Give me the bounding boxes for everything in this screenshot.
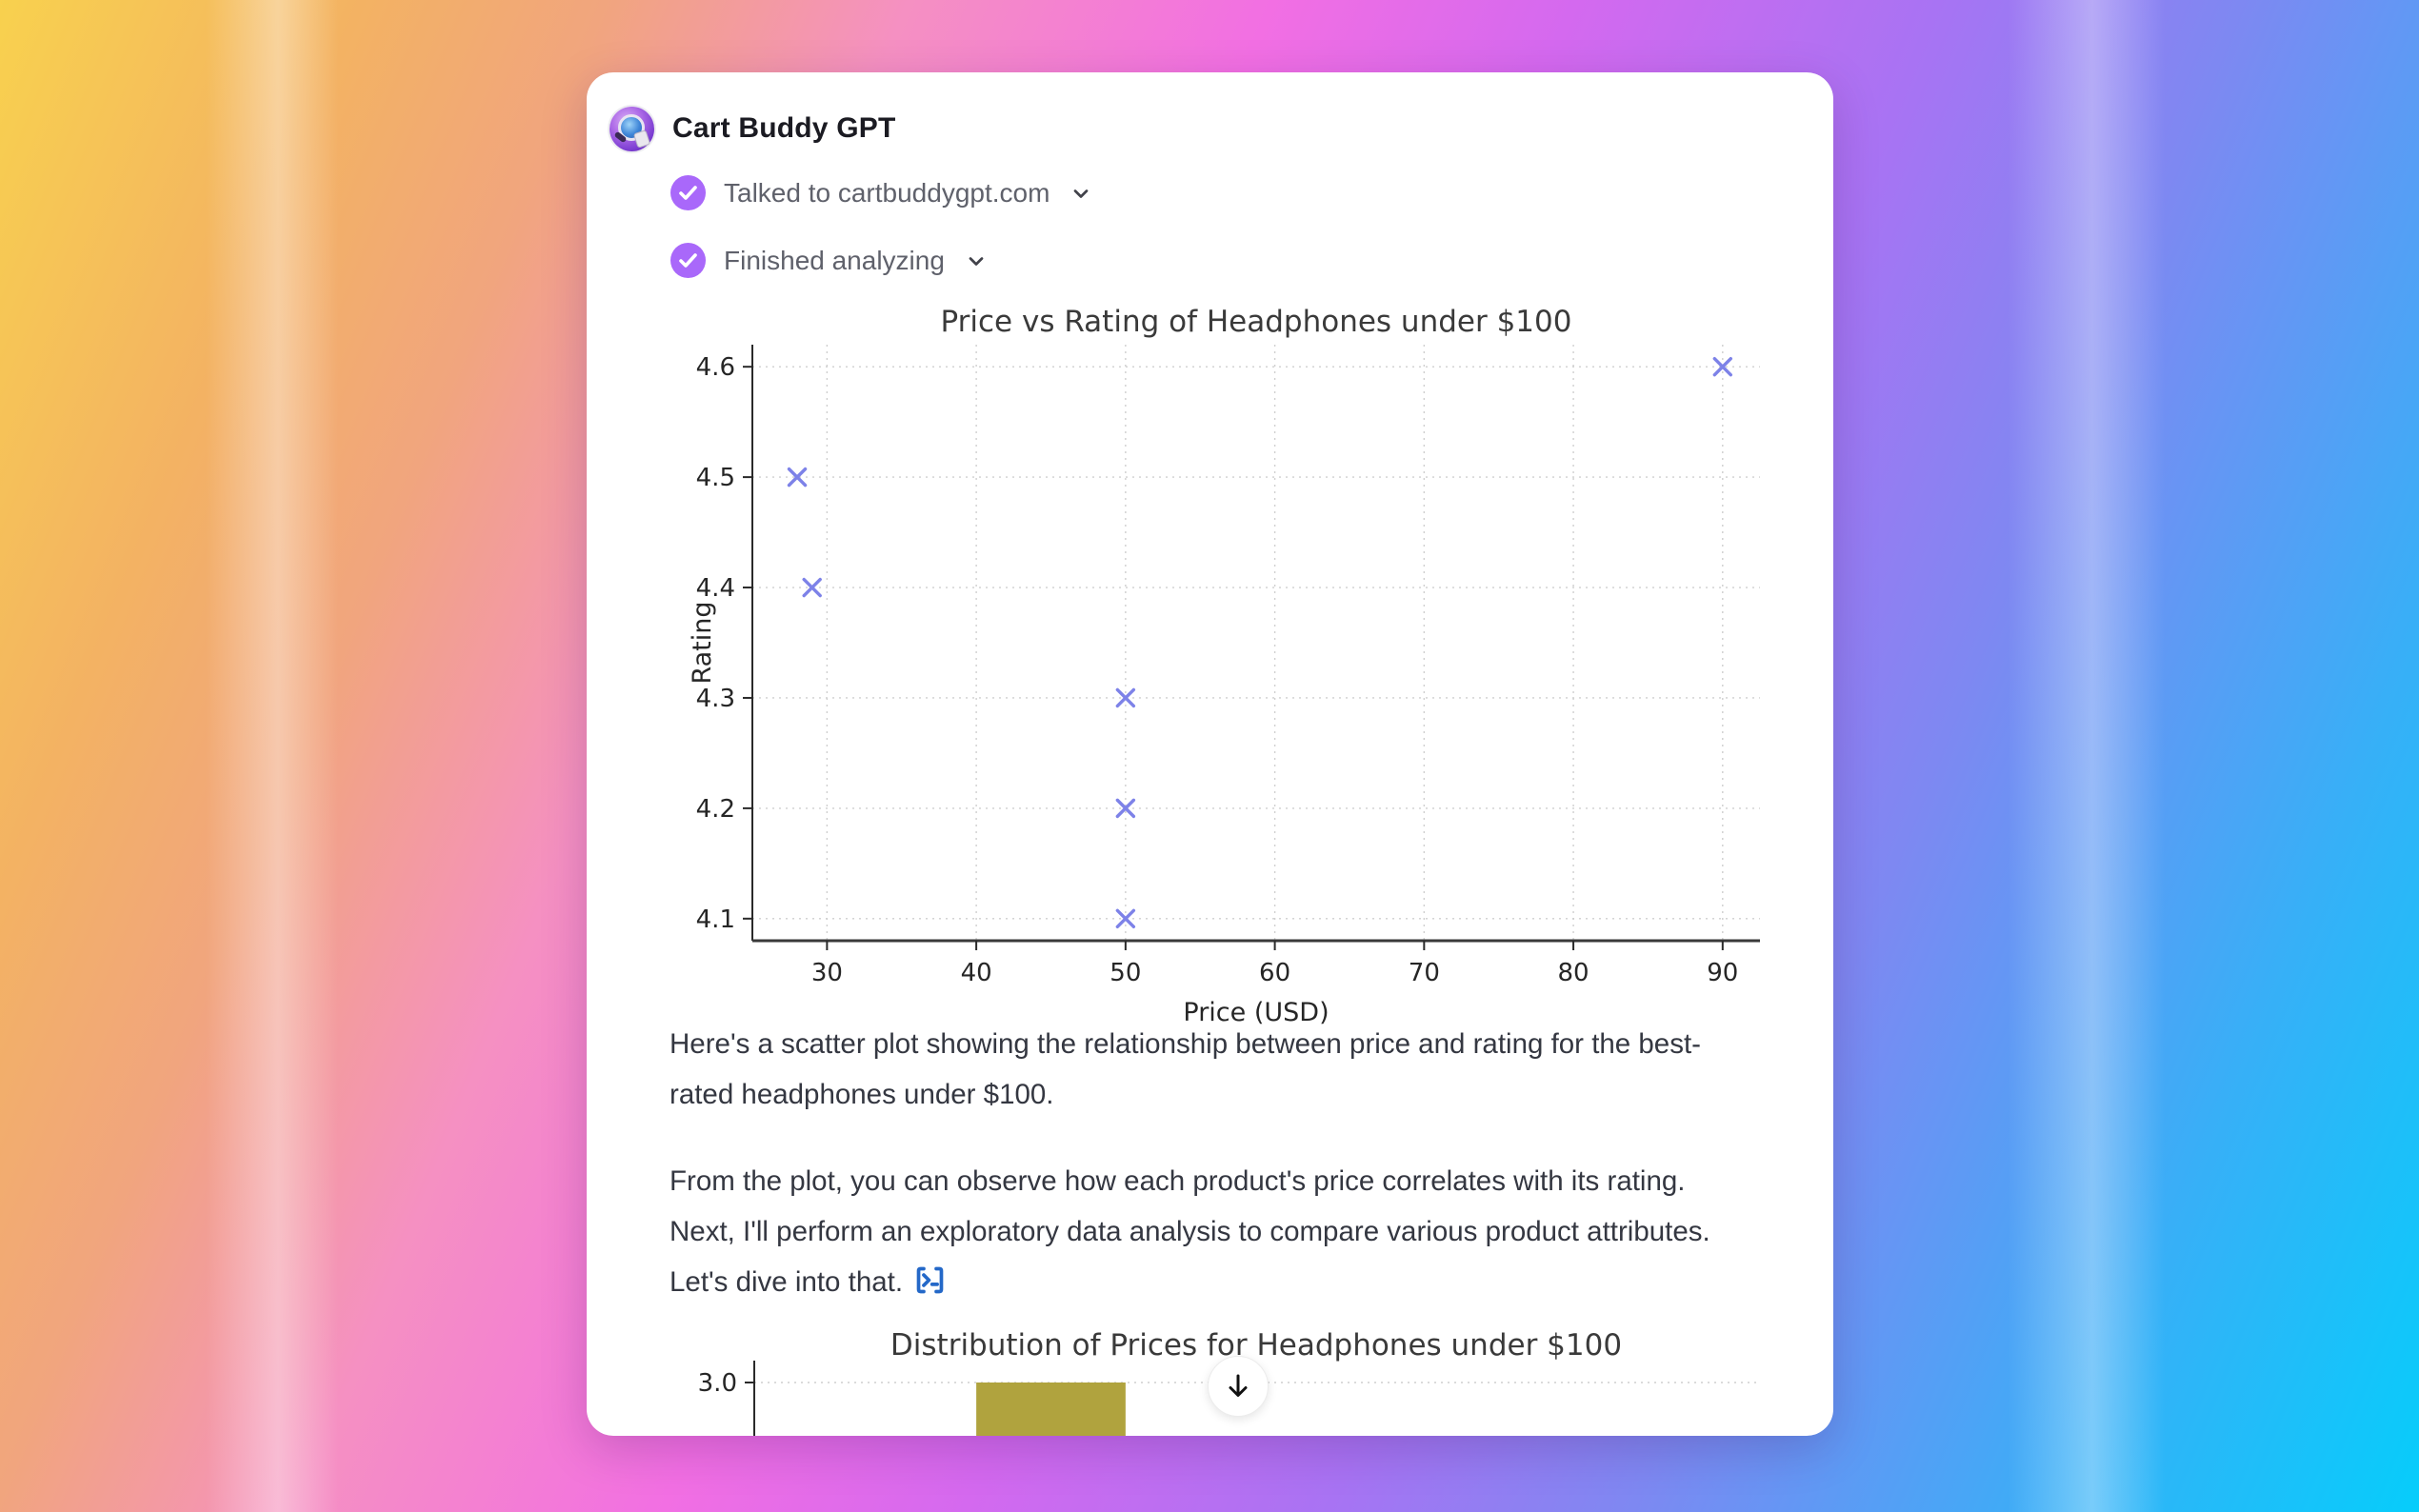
chevron-down-icon [965,249,988,272]
svg-text:50: 50 [1110,959,1141,987]
status-label: Talked to cartbuddygpt.com [724,177,1050,208]
svg-text:3.0: 3.0 [698,1369,737,1398]
status-row-finished-analyzing[interactable]: Finished analyzing [670,243,988,278]
chevron-down-icon [1070,182,1092,205]
price-tag-icon [632,129,651,149]
svg-text:4.3: 4.3 [696,685,735,713]
terminal-icon[interactable] [912,1263,948,1314]
chat-message-card: Cart Buddy GPT Talked to cartbuddygpt.co… [587,72,1833,1436]
arrow-down-icon [1229,1374,1248,1397]
svg-text:40: 40 [961,959,992,987]
message-paragraph-1: Here's a scatter plot showing the relati… [670,1028,1701,1110]
check-circle-icon [670,175,706,210]
svg-text:4.4: 4.4 [696,574,735,603]
svg-text:30: 30 [811,959,843,987]
scroll-to-bottom-button[interactable] [1208,1356,1269,1417]
svg-text:Rating: Rating [688,601,717,684]
svg-text:80: 80 [1558,959,1589,987]
message-paragraph-2: From the plot, you can observe how each … [670,1156,1757,1314]
svg-text:4.5: 4.5 [696,464,735,492]
svg-text:4.2: 4.2 [696,795,735,824]
svg-text:4.1: 4.1 [696,905,735,934]
svg-text:4.6: 4.6 [696,353,735,382]
status-label: Finished analyzing [724,245,945,275]
svg-text:Price vs Rating of Headphones: Price vs Rating of Headphones under $100 [941,305,1572,339]
check-circle-icon [670,243,706,278]
svg-text:60: 60 [1259,959,1290,987]
message-paragraph-2-text: From the plot, you can observe how each … [670,1165,1710,1298]
svg-text:Distribution of Prices for Hea: Distribution of Prices for Headphones un… [890,1328,1622,1363]
gpt-name-title: Cart Buddy GPT [672,112,896,144]
svg-text:70: 70 [1409,959,1440,987]
cart-buddy-gpt-avatar [610,107,654,151]
status-row-talked-to[interactable]: Talked to cartbuddygpt.com [670,175,1092,210]
svg-text:90: 90 [1707,959,1738,987]
